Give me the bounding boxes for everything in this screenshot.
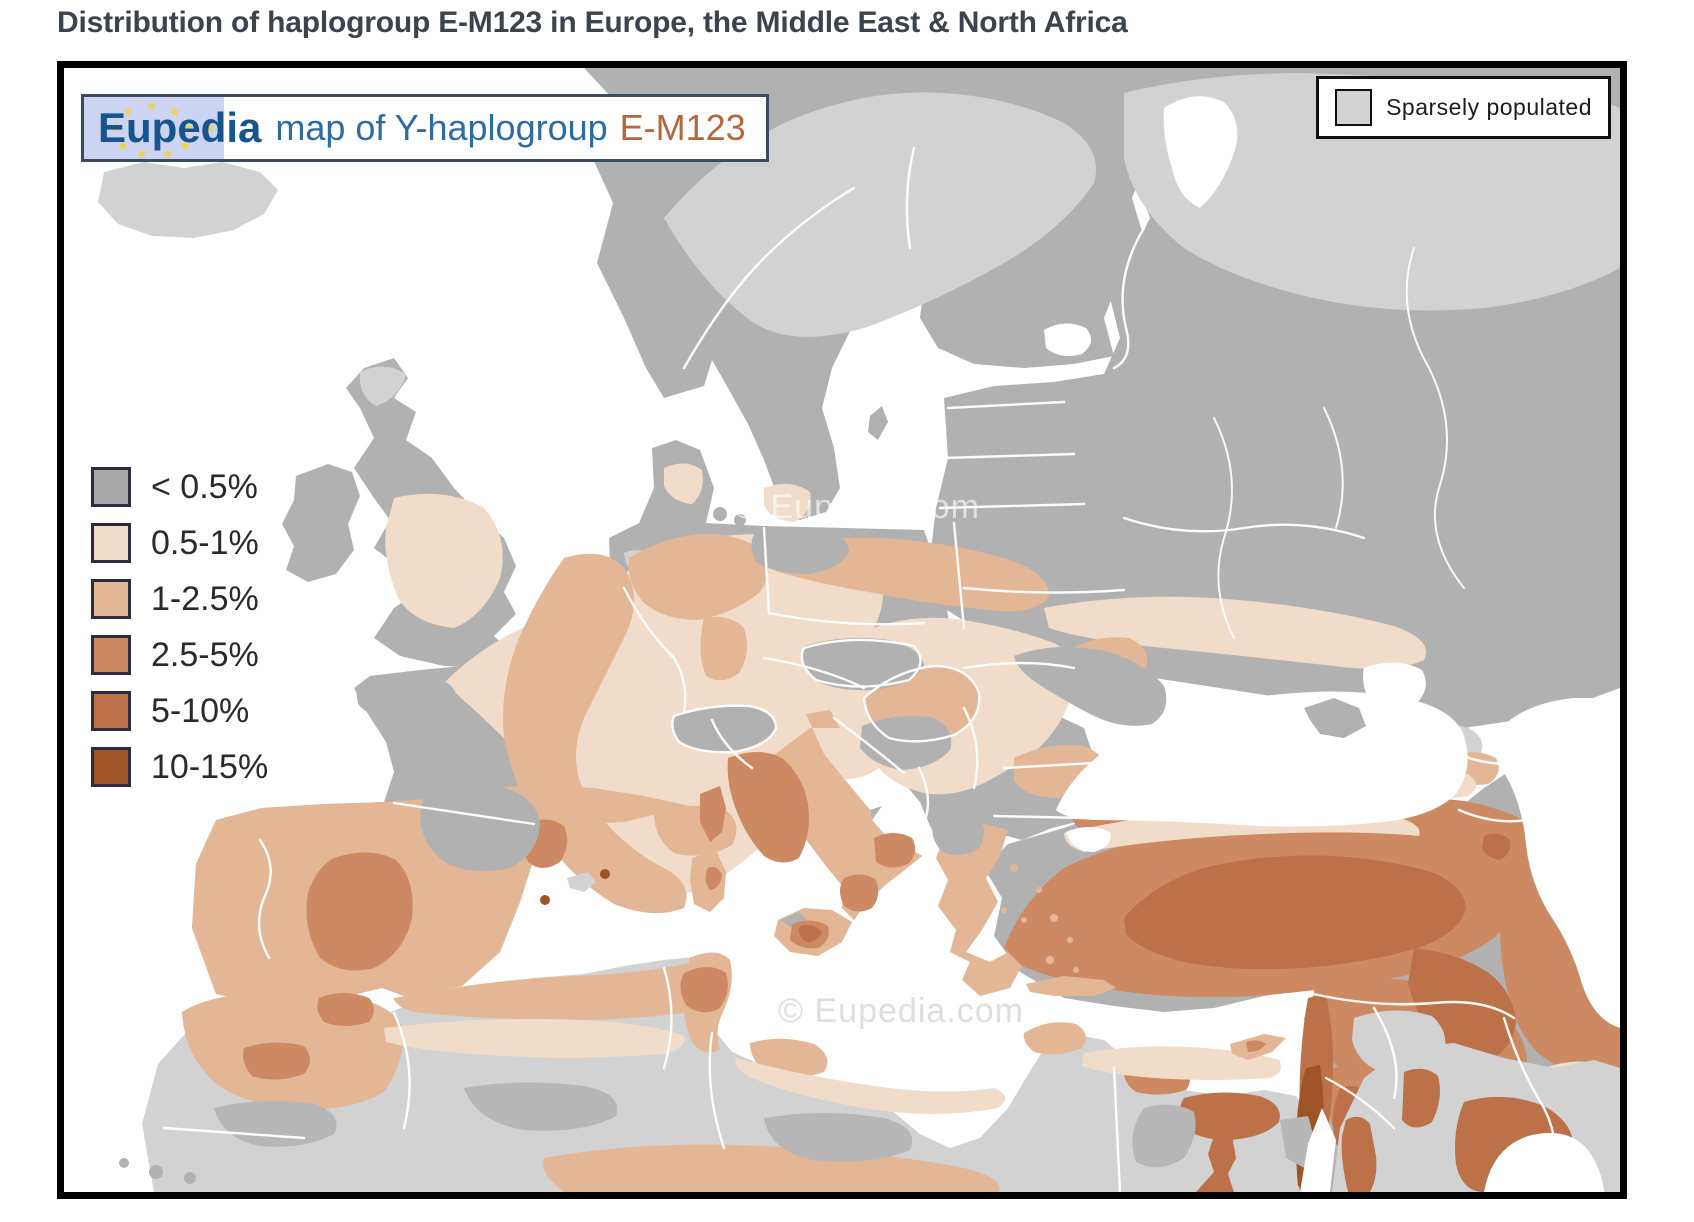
legend-label: < 0.5% <box>151 467 258 506</box>
legend-label: 5-10% <box>151 691 250 730</box>
rif-spot <box>317 993 374 1026</box>
libya-coast-band <box>735 1058 1006 1114</box>
caspian-sea <box>1497 698 1620 1028</box>
egypt-coast-band <box>1082 1046 1282 1080</box>
algeria-inland-band <box>384 1019 685 1058</box>
nile-delta <box>1180 1092 1280 1140</box>
mallorca <box>567 872 596 892</box>
south-sweden-spot <box>764 483 811 522</box>
map-frame: Eupedia map of Y-haplogroup E-M123 Spars… <box>57 61 1627 1199</box>
sahara-gray-2 <box>464 1082 618 1131</box>
lake-ladoga <box>1044 323 1092 356</box>
sicily-core <box>798 924 822 942</box>
greece-base <box>936 824 1024 996</box>
legend-label: 1-2.5% <box>151 579 259 618</box>
albania-gray <box>932 812 984 856</box>
legend-row: 2.5-5% <box>91 634 268 676</box>
lapland-band <box>664 92 1096 337</box>
eupedia-logo-box: Eupedia map of Y-haplogroup E-M123 <box>81 94 769 162</box>
persian-gulf <box>1484 1133 1604 1192</box>
algeria-coast <box>394 958 729 1021</box>
red-sea <box>1300 1108 1336 1192</box>
crimea <box>1304 698 1366 738</box>
legend-swatch <box>91 691 131 731</box>
river-volga <box>1405 247 1465 589</box>
sea-of-azov <box>1363 662 1426 709</box>
legend-label: 10-15% <box>151 747 269 786</box>
puglia-spot <box>874 833 916 868</box>
legend-label: 0.5-1% <box>151 523 259 562</box>
west-iberia-blob <box>306 852 413 971</box>
gotland <box>868 406 888 440</box>
carpathians-gray <box>1014 647 1167 726</box>
frequency-legend: < 0.5% 0.5-1% 1-2.5% 2.5-5% 5-10% 10-15% <box>91 466 268 802</box>
white-sea <box>1163 96 1238 208</box>
legend-swatch <box>91 467 131 507</box>
danish-isle-2 <box>734 514 746 526</box>
logo-text: map of Y-haplogroup <box>275 107 608 148</box>
sahara-gray-3 <box>764 1113 913 1162</box>
sahara-gray-1 <box>214 1100 337 1147</box>
legend-row: < 0.5% <box>91 466 268 508</box>
legend-swatch <box>91 579 131 619</box>
germany-band-tail <box>700 616 748 681</box>
ukraine-coast-wash <box>1044 596 1426 669</box>
calabria-ring <box>840 874 879 912</box>
sparse-swatch <box>1335 89 1373 126</box>
azeri-dark-spot <box>1482 833 1511 860</box>
germany-band <box>628 534 768 620</box>
watermark-upper: © Eupedia.com <box>734 488 980 526</box>
brittany-gray <box>356 677 457 722</box>
legend-swatch <box>91 523 131 563</box>
legend-row: 1-2.5% <box>91 578 268 620</box>
river-don <box>1323 407 1344 529</box>
page-title: Distribution of haplogroup E-M123 in Eur… <box>57 6 1128 39</box>
corsica <box>700 786 726 842</box>
liguria-tuscany-band <box>727 752 809 863</box>
alps-gray <box>672 705 776 753</box>
nile-river <box>1196 1136 1236 1192</box>
iceland <box>98 162 278 238</box>
legend-row: 0.5-1% <box>91 522 268 564</box>
ne-spain-gray <box>420 786 540 872</box>
danish-isle-1 <box>713 507 727 521</box>
ne-germany-gray <box>751 528 849 574</box>
eu-flag-icon <box>84 97 224 159</box>
sparse-label: Sparsely populated <box>1386 94 1592 120</box>
denmark-spot <box>664 463 703 504</box>
legend-swatch <box>91 747 131 787</box>
north-scotland <box>359 366 406 406</box>
legend-row: 5-10% <box>91 690 268 732</box>
legend-label: 2.5-5% <box>151 635 259 674</box>
sardinia-spot <box>705 867 722 890</box>
atlas-spot <box>243 1042 310 1080</box>
europe-map <box>98 68 1620 1192</box>
azerbaijan-blob <box>1364 798 1548 881</box>
ireland <box>282 464 360 582</box>
islands <box>540 406 1286 1060</box>
anatolia-core <box>1124 855 1466 970</box>
legend-row: 10-15% <box>91 746 268 788</box>
country-borders <box>162 146 1557 1192</box>
crete <box>1026 976 1116 996</box>
balearic-dot-east <box>600 869 610 879</box>
sparse-legend-box: Sparsely populated <box>1316 76 1611 139</box>
balearic-dot-west <box>540 895 550 905</box>
cyprus-spot <box>1246 1040 1266 1052</box>
sea-of-marmara <box>1066 827 1111 852</box>
logo-haplogroup: E-M123 <box>619 107 746 148</box>
logo-brand: Eupedia <box>98 104 262 151</box>
egypt-gray <box>1132 1104 1196 1168</box>
watermark-lower: © Eupedia.com <box>778 992 1024 1030</box>
seas <box>1044 96 1620 1192</box>
legend-swatch <box>91 635 131 675</box>
italy-base <box>754 710 922 920</box>
tunisia-spot <box>680 967 728 1013</box>
river-dnieper <box>1213 417 1235 639</box>
england-wash <box>385 493 503 628</box>
cyrenaica-spot <box>1023 1022 1086 1055</box>
